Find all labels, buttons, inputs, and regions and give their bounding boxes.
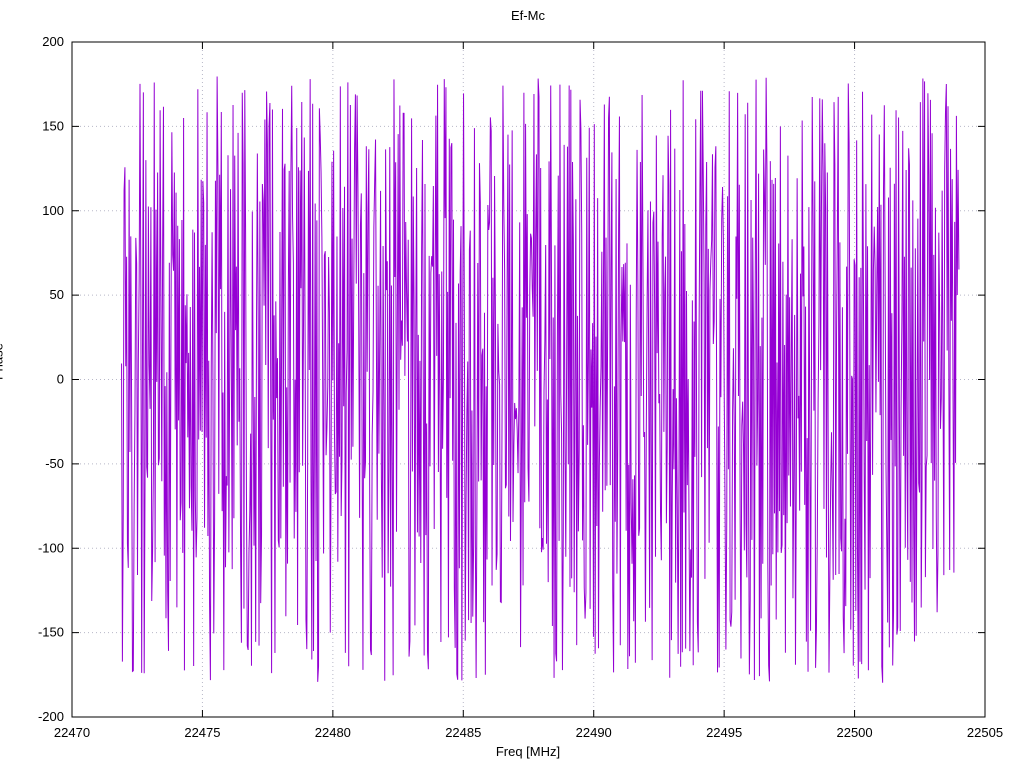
x-tick-label: 22485 [445,725,481,740]
y-tick-label: 200 [42,34,64,49]
plot-border [71,41,986,718]
x-tick-label: 22495 [706,725,742,740]
y-tick-label: 0 [57,372,64,387]
data-polyline [121,76,960,683]
x-tick-label: 22490 [576,725,612,740]
y-tick-label: 50 [50,287,64,302]
y-tick-label: -150 [38,625,64,640]
x-tick-label: 22480 [315,725,351,740]
x-tick-label: 22475 [184,725,220,740]
y-tick-label: -50 [45,456,64,471]
y-tick-label: -200 [38,709,64,724]
y-tick-label: -100 [38,540,64,555]
x-tick-label: 22505 [967,725,1003,740]
y-tick-label: 100 [42,203,64,218]
y-tick-label: 150 [42,118,64,133]
y-axis-label: Phase [0,343,6,380]
chart-title: Ef-Mc [511,8,545,23]
x-tick-label: 22470 [54,725,90,740]
x-tick-label: 22500 [836,725,872,740]
x-axis-label: Freq [MHz] [495,744,561,759]
